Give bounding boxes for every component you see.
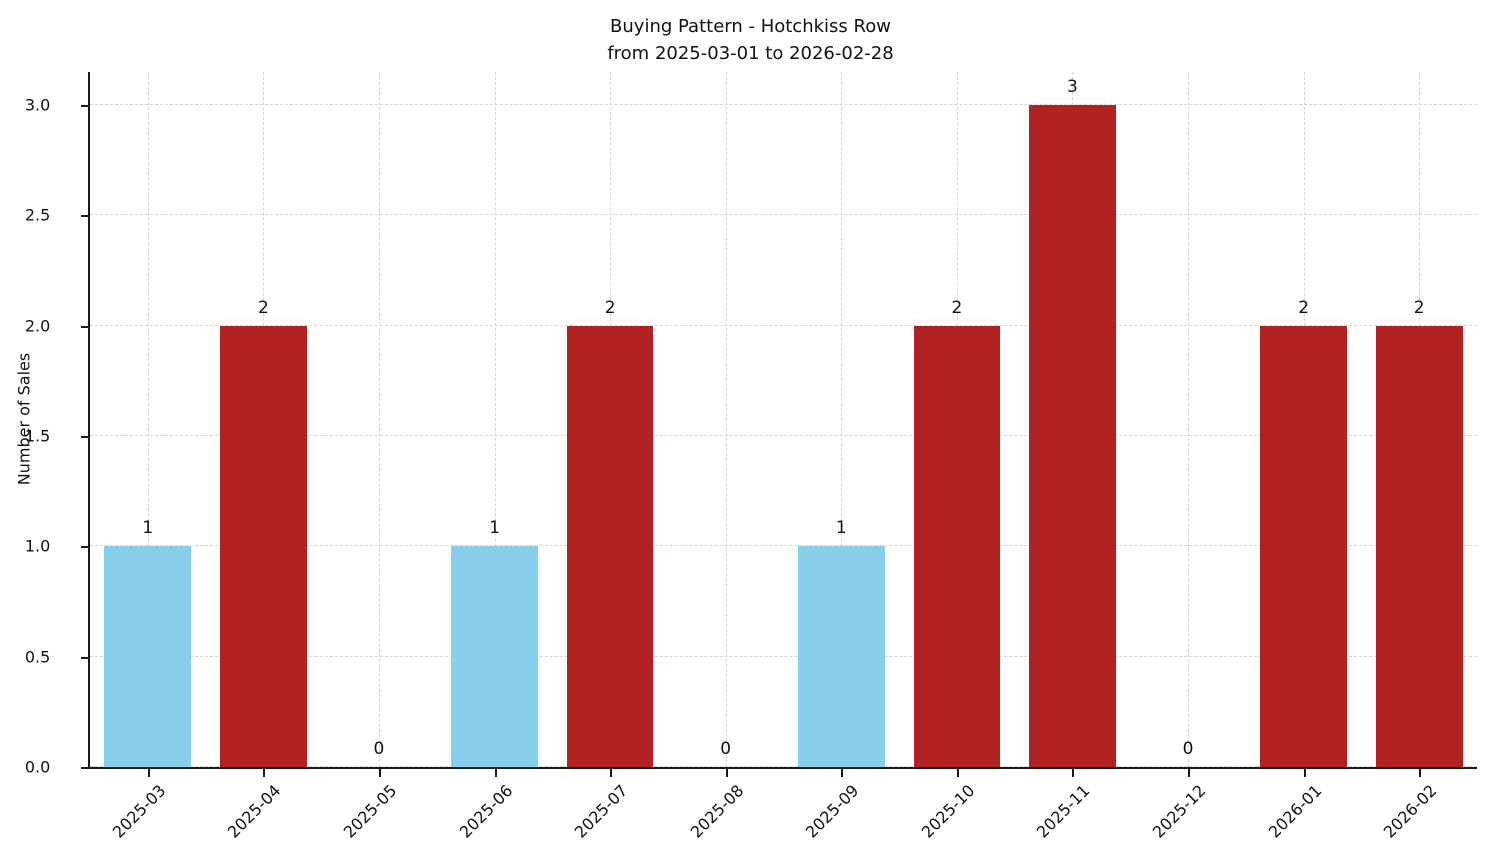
x-tick-mark bbox=[1188, 768, 1191, 777]
bar-2025-03 bbox=[104, 546, 192, 767]
bar-2025-04 bbox=[220, 325, 307, 767]
x-tick-mark bbox=[378, 768, 381, 777]
y-tick-mark bbox=[81, 325, 89, 328]
bar-value-label: 1 bbox=[835, 518, 847, 539]
bar-value-label: 1 bbox=[489, 518, 500, 539]
gridline-vertical bbox=[725, 72, 727, 767]
x-tick-label: 2026-01 bbox=[1264, 781, 1326, 842]
bar-value-label: 1 bbox=[142, 518, 154, 539]
x-tick-mark bbox=[1303, 768, 1306, 777]
bar-value-label: 3 bbox=[1067, 77, 1078, 98]
gridline-horizontal bbox=[90, 104, 1477, 106]
bar-value-label: 2 bbox=[951, 297, 963, 318]
chart-title-line2: from 2025-03-01 to 2026-02-28 bbox=[607, 43, 894, 64]
gridline-vertical bbox=[378, 72, 380, 767]
x-tick-mark bbox=[1072, 768, 1075, 777]
y-tick-mark bbox=[81, 767, 89, 769]
y-tick-mark bbox=[81, 436, 89, 439]
x-tick-label: 2025-08 bbox=[686, 781, 748, 842]
bar-value-label: 2 bbox=[1298, 297, 1310, 318]
y-tick-label: 0.0 bbox=[24, 757, 51, 777]
x-tick-label: 2025-07 bbox=[570, 781, 632, 842]
bar-value-label: 0 bbox=[373, 739, 385, 759]
x-tick-label: 2025-11 bbox=[1033, 781, 1094, 842]
y-tick-label: 2.5 bbox=[24, 205, 51, 225]
y-tick-mark bbox=[81, 105, 89, 108]
x-tick-label: 2026-02 bbox=[1379, 781, 1441, 842]
x-tick-label: 2025-05 bbox=[339, 781, 401, 842]
gridline-horizontal bbox=[90, 214, 1477, 216]
y-tick-label: 2.0 bbox=[24, 316, 51, 336]
y-tick-mark bbox=[81, 656, 89, 659]
bar-value-label: 0 bbox=[720, 739, 732, 759]
x-tick-label: 2025-09 bbox=[802, 781, 863, 842]
x-tick-mark bbox=[1419, 768, 1422, 777]
y-axis-label: Number of Sales bbox=[14, 352, 34, 486]
plot-area: 0.0 0.5 1.0 1.5 2.0 2.5 3.0 1 2025-03 2 2025-04 0 20… bbox=[25, 72, 1477, 842]
x-tick-label: 2025-10 bbox=[917, 781, 979, 842]
bar-value-label: 0 bbox=[1182, 739, 1194, 759]
bar-2026-02 bbox=[1375, 325, 1463, 767]
x-tick-mark bbox=[494, 768, 497, 777]
bar-value-label: 2 bbox=[257, 297, 269, 318]
x-tick-label: 2025-03 bbox=[108, 781, 170, 842]
bar-2025-09 bbox=[797, 546, 885, 767]
x-tick-label: 2025-06 bbox=[455, 781, 516, 842]
chart-title-line1: Buying Pattern - Hotchkiss Row bbox=[610, 16, 891, 37]
bar-2025-07 bbox=[566, 325, 654, 767]
x-tick-mark bbox=[263, 768, 266, 777]
x-tick-mark bbox=[841, 768, 844, 777]
bar-2026-01 bbox=[1260, 325, 1347, 767]
y-tick-mark bbox=[81, 215, 89, 218]
x-tick-mark bbox=[610, 768, 613, 777]
x-tick-mark bbox=[725, 768, 728, 777]
y-tick-mark bbox=[81, 546, 89, 549]
x-tick-mark bbox=[147, 768, 150, 777]
y-tick-label: 0.5 bbox=[24, 647, 51, 667]
x-tick-label: 2025-04 bbox=[224, 781, 285, 842]
bar-2025-11 bbox=[1029, 105, 1116, 767]
x-tick-mark bbox=[956, 768, 959, 777]
bar-2025-10 bbox=[913, 325, 1001, 767]
bar-value-label: 2 bbox=[1413, 297, 1425, 318]
y-tick-label: 1.0 bbox=[24, 536, 51, 556]
y-tick-label: 1.5 bbox=[24, 426, 51, 446]
x-tick-label: 2025-12 bbox=[1148, 781, 1210, 842]
gridline-vertical bbox=[1188, 72, 1190, 767]
y-tick-label: 3.0 bbox=[24, 95, 51, 115]
bar-value-label: 2 bbox=[604, 297, 616, 318]
bar-2025-06 bbox=[451, 546, 538, 767]
chart-title: Buying Pattern - Hotchkiss Row from 2025… bbox=[0, 13, 1501, 67]
